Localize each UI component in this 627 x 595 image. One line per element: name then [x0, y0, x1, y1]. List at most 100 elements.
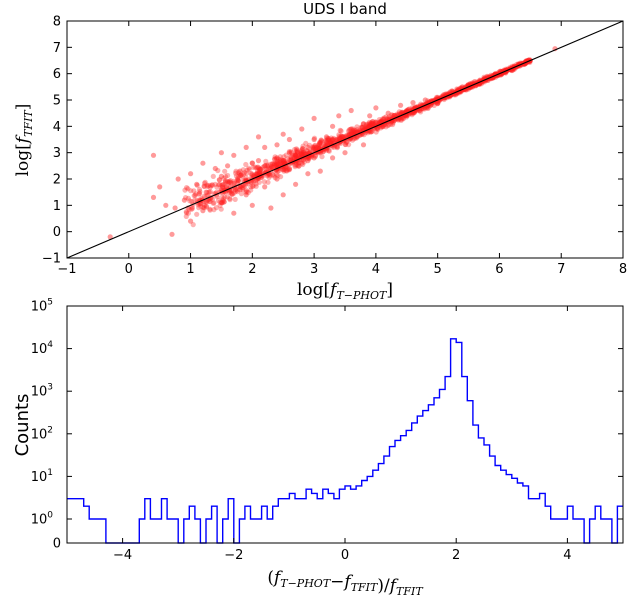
scatter-point — [187, 198, 193, 204]
scatter-point — [268, 205, 274, 211]
scatter-point — [314, 145, 320, 151]
scatter-point — [323, 137, 330, 143]
scatter-point — [398, 116, 404, 122]
scatter-point — [386, 122, 392, 128]
scatter-point — [293, 181, 299, 187]
scatter-point — [287, 157, 293, 163]
scatter-point — [305, 171, 311, 177]
scatter-point — [331, 135, 337, 141]
scatter-point — [319, 154, 325, 160]
scatter-point — [405, 107, 411, 113]
scatter-point — [209, 196, 216, 202]
scatter-point — [293, 153, 299, 159]
scatter-point — [257, 166, 263, 172]
x-tick-label: 5 — [434, 262, 442, 277]
y-axis-label: log[fTFIT] — [13, 104, 35, 177]
y-tick-label: 0 — [53, 225, 61, 240]
scatter-point — [396, 109, 402, 115]
scatter-point — [267, 161, 273, 167]
scatter-point — [218, 206, 224, 212]
scatter-point — [221, 199, 227, 205]
scatter-point — [344, 132, 350, 138]
scatter-point — [368, 129, 374, 135]
scatter-point — [169, 231, 175, 237]
scatter-point — [300, 146, 306, 152]
scatter-point — [261, 179, 267, 185]
y-tick-label: 103 — [31, 383, 53, 400]
scatter-point — [417, 107, 423, 113]
scatter-point — [225, 163, 231, 169]
scatter-point — [277, 154, 283, 160]
scatter-point — [240, 167, 246, 173]
scatter-point — [189, 206, 195, 212]
scatter-point — [338, 135, 344, 141]
scatter-point — [282, 166, 288, 172]
scatter-point — [368, 120, 374, 126]
scatter-point — [228, 188, 234, 194]
scatter-point — [373, 119, 379, 125]
scatter-point — [322, 138, 328, 144]
scatter-point — [425, 105, 431, 111]
scatter-point — [219, 182, 225, 188]
scatter-point — [223, 184, 229, 190]
scatter-point — [279, 157, 285, 163]
scatter-point — [215, 197, 222, 203]
scatter-point — [435, 100, 441, 107]
scatter-point — [391, 112, 397, 119]
scatter-point — [269, 164, 275, 170]
scatter-point — [484, 73, 490, 79]
scatter-point — [275, 161, 281, 168]
scatter-point — [254, 165, 260, 171]
scatter-point — [286, 167, 293, 173]
scatter-point — [200, 160, 206, 166]
scatter-point — [373, 129, 379, 135]
scatter-point — [297, 151, 303, 157]
scatter-point — [249, 171, 255, 177]
scatter-point — [271, 161, 277, 167]
scatter-point — [233, 188, 239, 194]
scatter-point — [381, 115, 387, 121]
scatter-point — [325, 136, 331, 142]
scatter-point — [191, 193, 197, 199]
scatter-point — [283, 168, 289, 174]
scatter-point — [207, 189, 213, 195]
scatter-point — [273, 161, 279, 167]
y-tick-label: 6 — [53, 67, 61, 82]
scatter-point — [299, 160, 305, 166]
scatter-point — [240, 186, 246, 192]
scatter-point — [235, 176, 241, 182]
scatter-point — [423, 105, 430, 111]
scatter-point — [311, 136, 317, 143]
scatter-point — [368, 120, 374, 126]
scatter-point — [359, 124, 365, 131]
scatter-point — [294, 149, 300, 155]
scatter-point — [238, 172, 244, 178]
x-tick-label: 7 — [557, 262, 565, 277]
scatter-point — [316, 142, 322, 148]
scatter-point — [300, 150, 306, 156]
scatter-point — [189, 204, 195, 210]
scatter-point — [254, 171, 260, 177]
scatter-point — [373, 105, 379, 111]
scatter-point — [293, 152, 299, 158]
scatter-point — [363, 125, 369, 131]
scatter-point — [447, 89, 453, 95]
scatter-point — [352, 127, 358, 133]
scatter-point — [366, 123, 372, 129]
scatter-point — [248, 184, 254, 190]
scatter-point — [254, 170, 261, 176]
scatter-point — [452, 92, 458, 98]
scatter-point — [293, 146, 299, 152]
scatter-point — [318, 137, 324, 144]
scatter-point — [291, 154, 297, 160]
scatter-point — [226, 180, 232, 186]
scatter-point — [427, 103, 433, 109]
scatter-point — [327, 140, 333, 146]
scatter-point — [202, 179, 208, 185]
scatter-point — [314, 144, 320, 150]
scatter-point — [185, 186, 191, 192]
scatter-point — [409, 112, 415, 118]
scatter-point — [235, 177, 241, 183]
scatter-point — [353, 135, 359, 141]
